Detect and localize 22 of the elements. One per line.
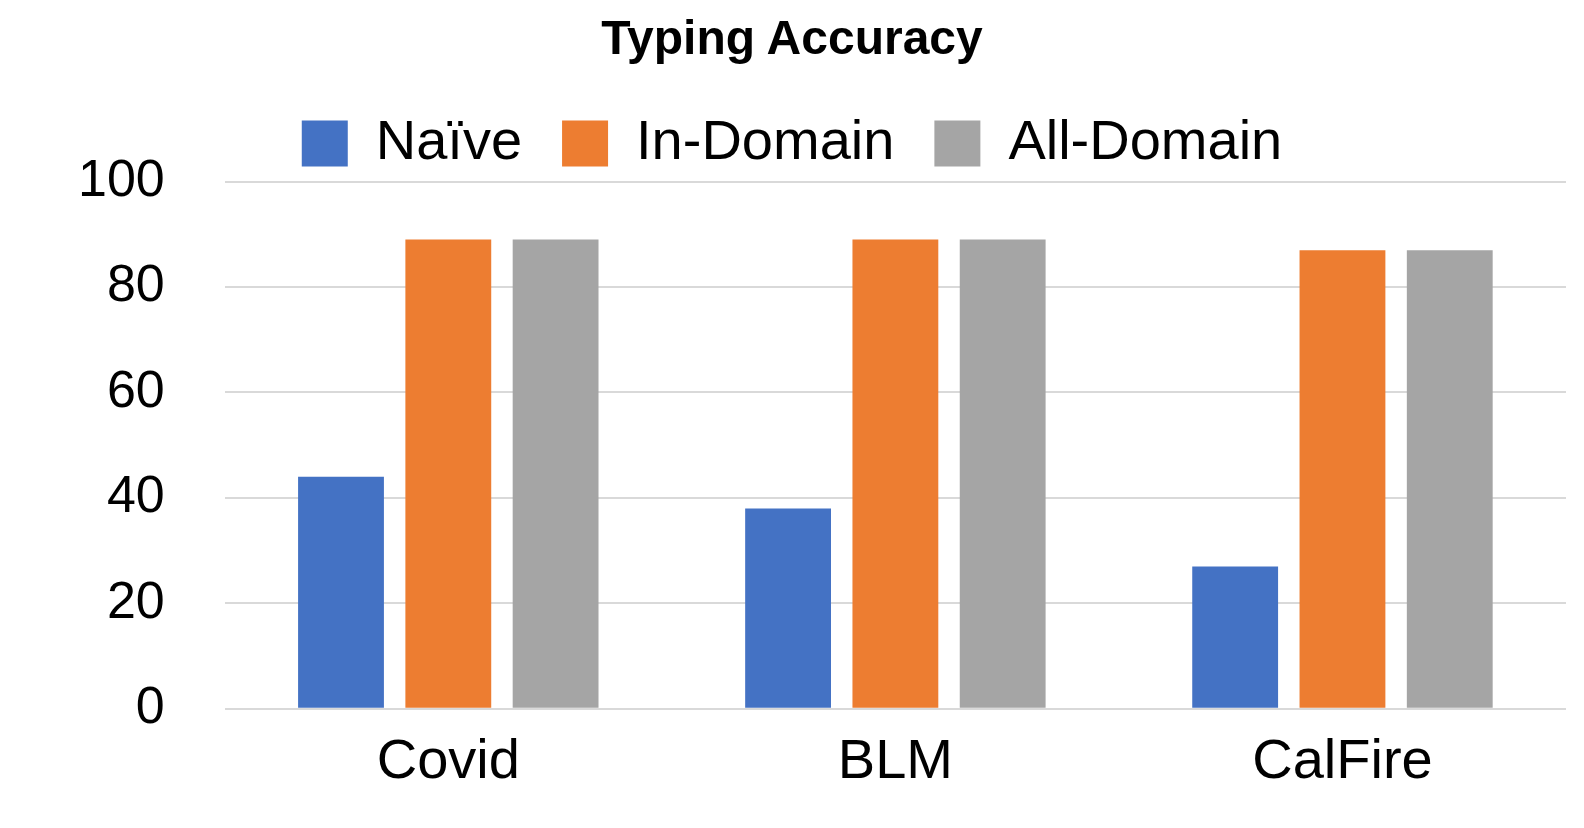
y-tick-label: 60	[106, 359, 165, 418]
chart-title: Typing Accuracy	[601, 11, 984, 65]
x-tick-label: CalFire	[1252, 726, 1433, 790]
bar	[512, 239, 599, 708]
bar	[1192, 566, 1279, 708]
y-tick-label: 0	[135, 676, 165, 735]
x-tick-label: Covid	[376, 726, 520, 790]
bar	[745, 508, 831, 708]
bar	[1406, 250, 1493, 708]
legend-label: All-Domain	[1008, 108, 1283, 172]
y-tick-label: 100	[77, 148, 165, 207]
bar	[1299, 250, 1386, 708]
bar	[405, 239, 492, 708]
bar	[959, 239, 1046, 708]
bar	[298, 476, 384, 708]
bar	[852, 239, 939, 708]
y-tick-label: 80	[106, 254, 165, 313]
y-tick-label: 20	[106, 570, 165, 629]
x-tick-label: BLM	[837, 726, 953, 790]
y-tick-label: 40	[106, 465, 165, 524]
legend-label: In-Domain	[636, 108, 895, 172]
legend-label: Naïve	[375, 108, 523, 172]
